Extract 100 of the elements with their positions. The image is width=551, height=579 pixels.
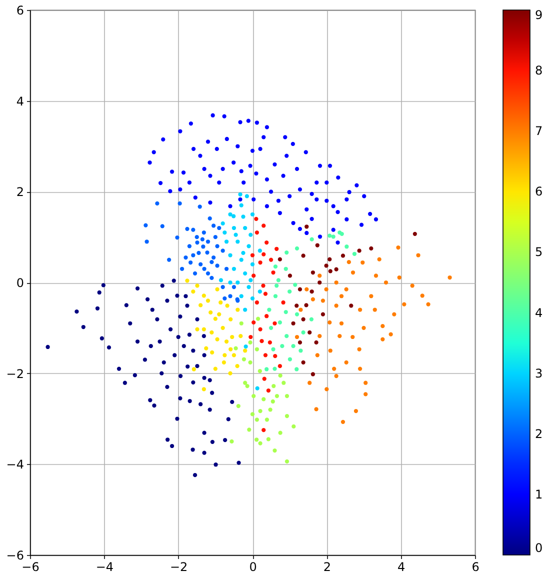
point <box>420 294 424 298</box>
point <box>294 304 299 308</box>
point <box>217 312 222 316</box>
point <box>192 271 198 276</box>
y-tick-label: −4 <box>6 458 24 472</box>
point <box>301 317 306 322</box>
point <box>228 347 233 352</box>
point <box>264 367 269 372</box>
point <box>310 270 316 275</box>
point <box>262 252 266 256</box>
x-tick-label: 0 <box>249 560 257 574</box>
point <box>213 235 218 240</box>
point <box>201 244 206 249</box>
point <box>224 266 229 271</box>
point <box>380 337 385 342</box>
point <box>239 294 244 298</box>
point <box>284 310 288 314</box>
point <box>264 240 269 245</box>
color-bar-label: 0 <box>535 541 543 555</box>
point <box>210 260 214 264</box>
point <box>310 290 314 294</box>
point <box>272 384 276 388</box>
point <box>364 380 368 385</box>
point <box>324 287 328 292</box>
point <box>218 300 223 305</box>
point <box>262 428 266 432</box>
point <box>272 448 277 453</box>
point <box>284 334 289 338</box>
point <box>238 192 242 196</box>
point <box>175 235 180 240</box>
point <box>344 360 348 364</box>
point <box>273 294 278 298</box>
color-bar-label: 6 <box>535 184 543 199</box>
point <box>304 287 309 292</box>
color-bar-label: 7 <box>535 124 543 138</box>
x-tick-label: −2 <box>170 560 188 574</box>
point <box>248 232 253 237</box>
point <box>258 441 262 446</box>
point <box>258 248 262 253</box>
point <box>294 367 299 372</box>
point <box>328 320 332 325</box>
point <box>267 308 272 312</box>
point <box>232 284 236 290</box>
point <box>358 366 362 371</box>
point <box>228 294 232 298</box>
point <box>215 287 220 292</box>
point <box>260 339 264 344</box>
point <box>291 344 296 348</box>
point <box>284 250 289 255</box>
point <box>301 360 306 364</box>
point <box>236 280 240 285</box>
point <box>397 275 402 280</box>
point <box>195 240 200 245</box>
point <box>196 250 201 256</box>
point <box>340 254 346 258</box>
point <box>246 284 251 290</box>
point <box>252 320 256 325</box>
point <box>309 317 314 322</box>
point <box>396 245 400 250</box>
point <box>212 255 216 260</box>
point <box>180 266 184 271</box>
point <box>252 394 256 398</box>
point <box>243 380 248 385</box>
color-bar-label: 9 <box>535 8 543 22</box>
point <box>224 240 229 244</box>
point <box>324 264 328 268</box>
point <box>274 394 280 398</box>
point <box>144 223 148 228</box>
point <box>194 235 199 240</box>
point <box>262 224 266 228</box>
point <box>301 254 306 258</box>
point <box>344 287 348 292</box>
point <box>374 274 378 278</box>
point <box>191 228 196 232</box>
point <box>247 428 252 432</box>
point <box>202 294 206 298</box>
point <box>263 292 268 296</box>
point <box>234 346 238 350</box>
point <box>349 304 354 308</box>
point <box>213 366 218 371</box>
point <box>334 374 338 378</box>
point <box>339 294 344 298</box>
point <box>248 334 253 340</box>
point <box>352 252 357 256</box>
y-tick-label: 6 <box>16 4 24 18</box>
point <box>215 337 220 342</box>
point <box>331 234 336 239</box>
point <box>248 340 252 345</box>
point <box>254 438 259 442</box>
point <box>167 258 172 262</box>
point <box>304 303 308 308</box>
point <box>278 257 282 262</box>
point <box>239 258 244 262</box>
x-tick-label: −4 <box>96 560 114 574</box>
point <box>254 300 260 305</box>
point <box>291 321 296 326</box>
point <box>280 344 284 348</box>
point <box>334 304 338 308</box>
point <box>228 280 232 285</box>
point <box>202 230 206 235</box>
